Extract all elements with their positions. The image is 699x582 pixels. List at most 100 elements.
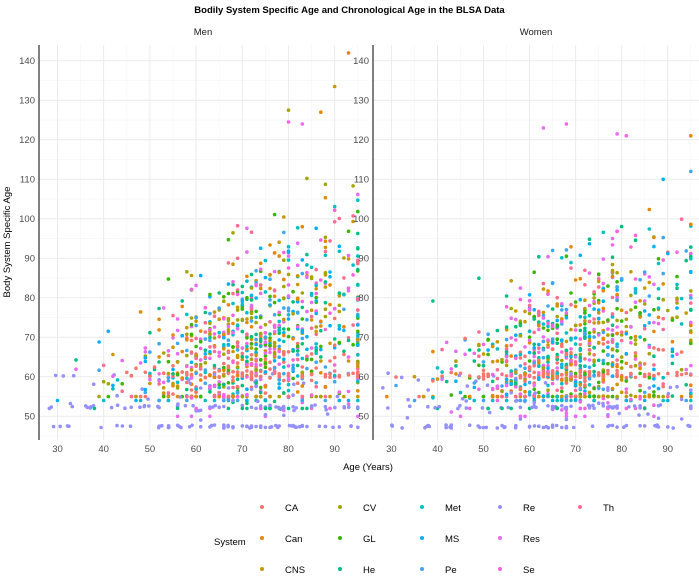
legend-label-ca: CA [285,503,299,514]
point-can [231,321,235,326]
point-re [610,423,615,428]
point-pe [286,306,291,311]
point-met [148,371,152,376]
point-cv [282,258,286,263]
point-met [356,334,360,338]
point-res [541,126,546,130]
point-re [408,404,412,409]
point-pe [342,307,346,312]
point-th [661,327,665,332]
point-met [286,388,291,393]
point-can [356,389,360,393]
point-gl [175,372,180,377]
point-pe [97,368,101,373]
point-se [222,392,226,397]
point-res [175,317,180,321]
point-he [583,335,587,340]
point-re [179,425,183,430]
point-re [689,406,693,411]
point-gl [263,361,268,366]
point-res [458,414,463,419]
point-ms [328,270,332,274]
point-ca [161,371,166,376]
point-cv [477,343,481,348]
point-res [217,380,221,384]
point-re [655,423,659,427]
point-cns [185,325,189,330]
point-can [180,304,184,309]
point-pe [500,384,504,388]
point-res [175,351,180,356]
point-se [656,321,661,326]
legend-key-pe [420,567,424,571]
point-re [405,416,410,420]
point-ca [394,375,398,379]
point-res [647,275,652,279]
point-cns [272,344,277,349]
point-he [240,383,245,388]
point-cv [277,394,282,399]
point-re [647,386,652,390]
point-se [661,258,665,262]
point-th [203,330,208,334]
point-re [178,395,183,399]
point-res [689,252,693,256]
point-se [254,362,258,367]
point-th [356,297,360,302]
point-res [258,377,263,382]
point-ca [194,390,198,394]
point-pe [295,310,300,315]
point-re [291,405,295,409]
point-re [53,373,58,378]
point-ms [337,398,342,403]
point-he [323,300,328,305]
point-cns [619,375,624,380]
point-ms [666,251,670,256]
point-can [258,286,263,291]
point-he [514,324,518,329]
point-cns [175,360,180,364]
point-can [194,394,198,399]
x-tick-label: 60 [524,444,535,455]
y-tick-label: 70 [24,332,35,343]
point-th [573,360,578,364]
point-ca [268,367,272,371]
point-ms [328,323,332,328]
point-se [222,317,226,321]
point-th [610,312,615,316]
point-pe [541,313,546,318]
point-pe [638,277,642,282]
point-th [495,376,500,381]
point-ca [629,372,633,376]
point-th [583,283,587,287]
point-cv [615,270,619,275]
point-can [323,195,328,200]
point-can [138,310,143,314]
point-cns [564,339,569,344]
point-cv [235,308,240,312]
point-cv [185,270,189,274]
point-re [624,423,629,428]
point-gl [226,369,231,373]
point-re [61,374,66,378]
point-ms [226,282,231,286]
point-cns [412,374,417,379]
point-met [440,370,444,374]
point-re [67,424,71,429]
point-pe [300,398,305,403]
point-ca [166,353,171,358]
point-th [356,308,360,312]
point-cv [323,271,328,276]
point-cv [615,318,619,323]
point-met [245,310,249,315]
point-ms [596,308,601,312]
point-ca [449,370,454,375]
point-pe [194,371,198,376]
point-ca [555,361,559,365]
point-re [281,404,286,409]
point-cns [240,357,245,362]
point-se [198,346,203,351]
point-cv [596,394,601,399]
point-pe [272,313,277,317]
point-cns [268,394,272,399]
